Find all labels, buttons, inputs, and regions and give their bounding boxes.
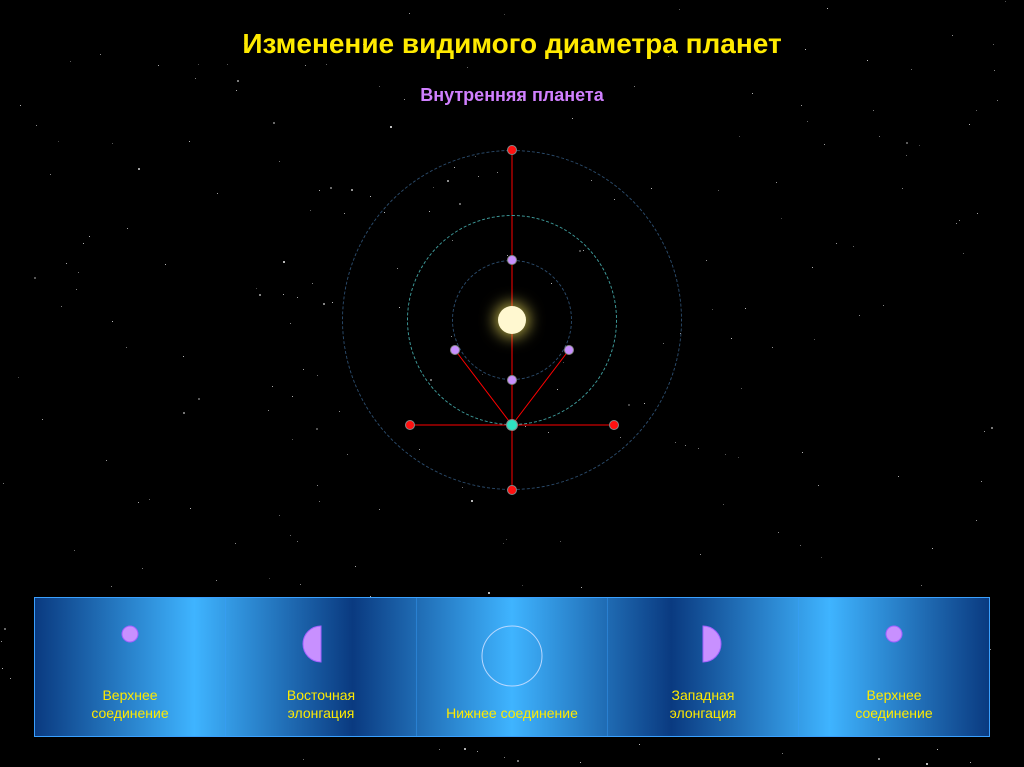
config-dot-6 <box>450 345 460 355</box>
config-dot-5 <box>507 375 517 385</box>
phase-panel-4: Верхнеесоединение <box>799 598 989 736</box>
config-dot-1 <box>507 485 517 495</box>
config-dot-4 <box>507 255 517 265</box>
config-dot-2 <box>405 420 415 430</box>
earth-observer <box>506 419 518 431</box>
phase-shape-disc-small <box>884 624 904 644</box>
subtitle: Внутренняя планета <box>0 85 1024 106</box>
phase-label: Верхнеесоединение <box>91 686 168 722</box>
phase-panel-0: Верхнеесоединение <box>35 598 226 736</box>
phase-shape-half-right <box>683 624 723 664</box>
phase-label: Верхнеесоединение <box>855 686 932 722</box>
phase-shape-half-left <box>301 624 341 664</box>
phase-label: Восточнаяэлонгация <box>287 686 355 722</box>
config-dot-3 <box>609 420 619 430</box>
phase-label: Нижнее соединение <box>446 704 578 722</box>
config-dot-7 <box>564 345 574 355</box>
phase-shape-ring <box>480 624 544 688</box>
phase-shape-disc-small <box>120 624 140 644</box>
phase-strip: Верхнеесоединение Восточнаяэлонгация Нижне… <box>34 597 990 737</box>
phase-label: Западнаяэлонгация <box>670 686 737 722</box>
phase-panel-1: Восточнаяэлонгация <box>226 598 417 736</box>
config-dot-0 <box>507 145 517 155</box>
page-title: Изменение видимого диаметра планет <box>0 28 1024 60</box>
phase-panel-2: Нижнее соединение <box>417 598 608 736</box>
phase-panel-3: Западнаяэлонгация <box>608 598 799 736</box>
orbit-diagram <box>262 140 762 580</box>
sun <box>498 306 526 334</box>
